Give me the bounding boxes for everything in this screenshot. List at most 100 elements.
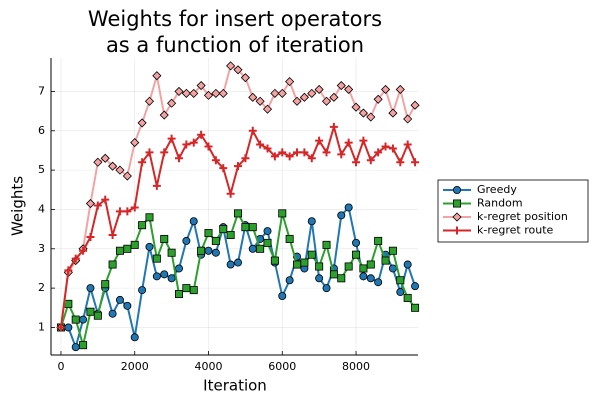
marker: [189, 286, 198, 295]
marker: [263, 144, 272, 153]
marker: [293, 260, 302, 269]
marker: [396, 158, 405, 167]
marker: [374, 278, 383, 287]
marker: [71, 315, 80, 324]
x-tick-label: 0: [57, 360, 64, 373]
marker: [108, 260, 117, 269]
marker: [380, 84, 391, 95]
marker: [299, 92, 309, 102]
x-axis-label: Iteration: [203, 377, 267, 395]
marker: [278, 209, 287, 218]
marker: [93, 201, 102, 210]
marker: [182, 140, 191, 149]
marker: [93, 311, 102, 320]
marker: [248, 244, 257, 253]
marker: [366, 156, 375, 165]
series-line: [59, 123, 416, 328]
marker: [452, 185, 461, 194]
marker: [86, 284, 95, 293]
y-axis-label: Weights: [9, 176, 27, 236]
marker: [344, 84, 354, 95]
marker: [352, 250, 361, 259]
marker: [359, 264, 368, 273]
marker: [285, 234, 294, 243]
marker: [115, 295, 124, 304]
marker: [248, 126, 257, 135]
marker: [358, 108, 368, 118]
marker: [396, 276, 405, 285]
marker: [292, 96, 302, 106]
marker: [307, 88, 317, 98]
legend-label: k-regret route: [477, 224, 554, 237]
marker: [108, 161, 118, 171]
marker: [64, 299, 73, 308]
marker: [152, 272, 161, 281]
marker: [197, 246, 206, 255]
marker: [285, 77, 295, 87]
marker: [234, 162, 243, 171]
legend-label: k-regret position: [477, 210, 568, 223]
marker: [189, 88, 199, 98]
marker: [241, 223, 250, 232]
marker: [234, 209, 243, 218]
marker: [160, 270, 169, 279]
marker: [218, 88, 228, 98]
x-tick-label: 4000: [194, 360, 222, 373]
legend-label: Random: [477, 197, 523, 210]
marker: [337, 274, 346, 283]
marker: [219, 225, 228, 234]
marker: [145, 213, 154, 222]
marker: [315, 136, 324, 145]
marker: [270, 88, 280, 98]
marker: [204, 142, 213, 151]
marker: [152, 71, 162, 81]
marker: [381, 142, 390, 151]
marker: [263, 238, 272, 247]
marker: [71, 343, 80, 352]
marker: [79, 315, 88, 324]
marker: [241, 154, 250, 163]
marker: [395, 84, 405, 95]
marker: [197, 130, 206, 139]
marker: [255, 96, 265, 106]
marker: [329, 122, 338, 131]
marker: [300, 258, 309, 267]
marker: [93, 157, 103, 167]
marker: [226, 189, 235, 198]
marker: [211, 156, 220, 165]
marker: [174, 86, 184, 97]
chart-title: as a function of iteration: [106, 33, 364, 57]
marker: [167, 134, 176, 143]
marker: [300, 148, 309, 157]
marker: [203, 90, 214, 100]
marker: [344, 203, 353, 212]
marker: [234, 258, 243, 267]
x-tick-label: 8000: [342, 360, 370, 373]
marker: [152, 181, 161, 190]
marker: [204, 229, 213, 238]
y-tick-label: 4: [38, 202, 45, 215]
marker: [411, 303, 420, 312]
marker: [322, 284, 331, 293]
marker: [159, 110, 169, 120]
marker: [411, 158, 420, 167]
marker: [182, 236, 191, 245]
marker: [388, 144, 397, 153]
marker: [211, 88, 221, 98]
marker: [138, 158, 147, 167]
marker: [174, 290, 183, 299]
y-tick-label: 5: [38, 163, 45, 176]
marker: [293, 148, 302, 157]
marker: [123, 244, 132, 253]
marker: [256, 244, 265, 253]
marker: [315, 274, 324, 283]
marker: [351, 102, 361, 112]
marker: [130, 203, 139, 212]
marker: [181, 88, 191, 98]
marker: [160, 148, 169, 157]
y-tick-label: 2: [38, 281, 45, 294]
x-tick-label: 6000: [268, 360, 296, 373]
marker: [248, 92, 258, 102]
